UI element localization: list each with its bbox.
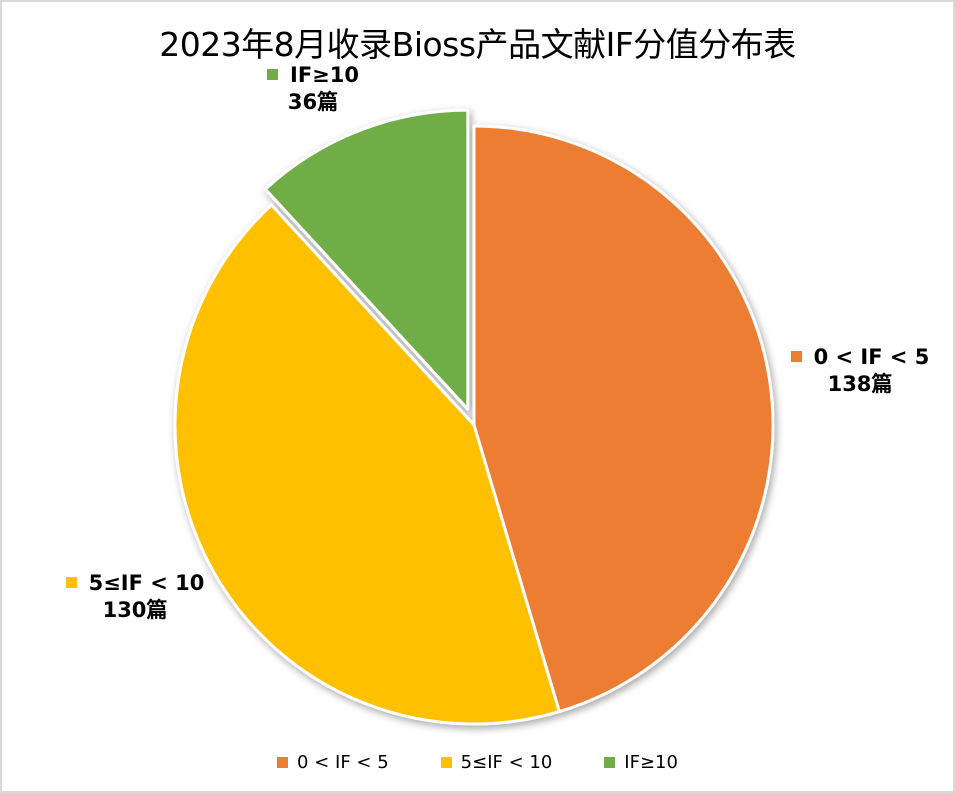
data-label-5-10: 5≤IF < 10 130篇 (55, 570, 215, 624)
chart-title: 2023年8月收录Bioss产品文献IF分值分布表 (159, 25, 796, 64)
legend-item-5-10: 5≤IF < 10 (440, 752, 553, 773)
legend-item-0-5: 0 < IF < 5 (277, 752, 389, 773)
data-label-10-plus: IF≥10 36篇 (248, 62, 378, 116)
data-label-value: 138篇 (827, 372, 893, 396)
data-label-category: 5≤IF < 10 (88, 571, 205, 595)
legend-item-10-plus: IF≥10 (604, 752, 678, 773)
legend-swatch-icon (604, 757, 616, 768)
chart-legend: 0 < IF < 5 5≤IF < 10 IF≥10 (0, 752, 955, 773)
legend-swatch-icon (267, 69, 278, 80)
legend-swatch-icon (790, 351, 802, 362)
legend-swatch-icon (65, 577, 77, 588)
data-label-value: 130篇 (102, 598, 168, 622)
legend-swatch-icon (440, 757, 452, 768)
pie-slice-0 (472, 124, 775, 714)
legend-label: IF≥10 (624, 752, 678, 773)
legend-label: 5≤IF < 10 (460, 752, 553, 773)
data-label-category: IF≥10 (290, 63, 359, 87)
pie-slice-2 (263, 108, 470, 411)
legend-swatch-icon (277, 757, 289, 768)
pie-slice-1 (173, 203, 561, 726)
legend-label: 0 < IF < 5 (297, 752, 389, 773)
data-label-value: 36篇 (287, 90, 339, 114)
data-label-category: 0 < IF < 5 (813, 345, 930, 369)
data-label-0-5: 0 < IF < 5 138篇 (785, 344, 935, 398)
